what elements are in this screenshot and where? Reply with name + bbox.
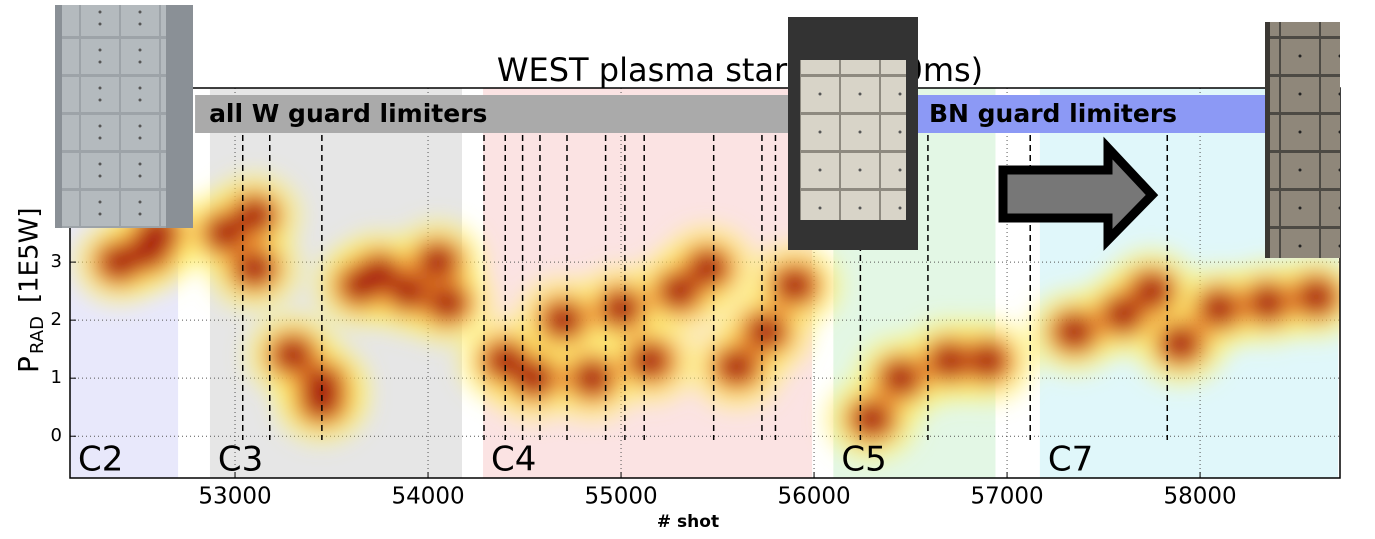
- campaign-label: C2: [78, 440, 123, 480]
- over-layer: C2 C3 C4 C5 C7 all W guard limiters BN guard l…: [51, 95, 1320, 510]
- photos: [55, 5, 1340, 258]
- y-tick-label: 0: [51, 425, 62, 446]
- limiter-band: [914, 95, 1320, 133]
- x-tick-label: 57000: [970, 484, 1043, 510]
- heat-spot: [429, 286, 466, 319]
- campaign-label: C7: [1048, 440, 1093, 480]
- heat-spot: [419, 245, 456, 279]
- heat-spot: [361, 257, 398, 290]
- heat-spot: [303, 367, 340, 401]
- x-tick-label: 53000: [198, 484, 271, 510]
- campaign-label: C3: [218, 440, 263, 480]
- heat-spot: [545, 303, 582, 337]
- heat-spot: [1201, 292, 1238, 325]
- heat-spot: [236, 251, 273, 285]
- y-label-main: P: [12, 356, 45, 373]
- campaign-label: C4: [491, 440, 536, 480]
- heat-spot: [1133, 274, 1170, 308]
- y-tick-label: 3: [51, 251, 62, 272]
- x-tick-label: 58000: [1163, 484, 1236, 510]
- y-tick-label: 2: [51, 309, 62, 330]
- photo-tiles: [62, 5, 166, 228]
- x-tick-label: 55000: [584, 484, 657, 510]
- x-axis-label: # shot: [657, 512, 719, 532]
- heat-spot: [631, 344, 668, 377]
- limiter-band: [195, 95, 834, 133]
- heat-spot: [101, 245, 138, 279]
- heat-spot: [853, 402, 890, 436]
- heat-spot: [236, 199, 273, 232]
- heat-spot: [776, 269, 813, 302]
- heat-spot: [516, 361, 553, 395]
- heat-spot: [1162, 327, 1199, 360]
- limiter-label: all W guard limiters: [209, 99, 487, 128]
- photo-tiles: [800, 60, 906, 220]
- limiter-label: BN guard limiters: [929, 99, 1177, 128]
- y-label-sub: RAD: [27, 316, 48, 354]
- y-tick-label: 1: [51, 367, 62, 388]
- y-axis-label: P RAD [1E5W]: [12, 207, 48, 373]
- heat-spot: [969, 344, 1006, 377]
- x-tick-label: 54000: [391, 484, 464, 510]
- heat-spot: [1249, 286, 1286, 319]
- heat-spot: [931, 344, 968, 377]
- heat-spot: [390, 274, 427, 308]
- heat-spot: [1056, 315, 1093, 348]
- heat-spot: [882, 361, 919, 395]
- heat-spot: [574, 361, 611, 395]
- heat-spot: [660, 274, 697, 308]
- heat-spot: [274, 338, 311, 372]
- campaign-label: C5: [841, 440, 886, 480]
- heat-spot: [718, 350, 755, 383]
- heat-spot: [207, 216, 244, 250]
- y-label-unit: [1E5W]: [15, 207, 45, 303]
- photo-tiles: [1270, 22, 1340, 258]
- arrow: [998, 136, 1159, 252]
- heat-spot: [689, 251, 726, 285]
- x-tick-label: 56000: [777, 484, 850, 510]
- heat-spot: [747, 315, 784, 348]
- plot-frame: [69, 87, 1341, 479]
- heat-spot: [1104, 298, 1141, 331]
- heat-spot: [1297, 280, 1334, 314]
- heat-spot: [603, 292, 640, 325]
